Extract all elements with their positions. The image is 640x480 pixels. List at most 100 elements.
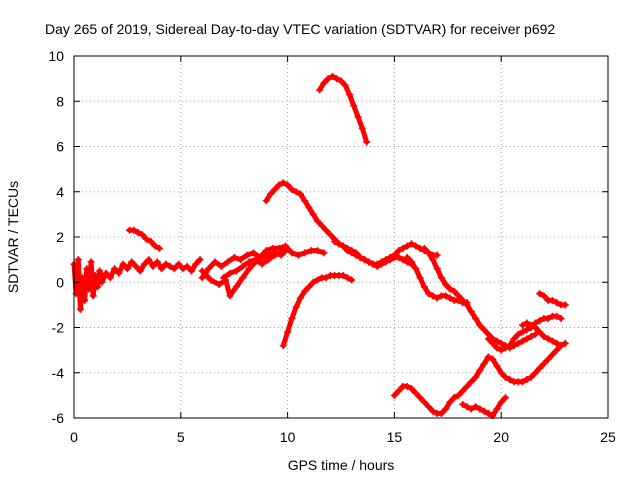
data-point [403, 382, 411, 390]
data-point [484, 353, 492, 361]
data-point [480, 407, 488, 415]
data-point [232, 267, 240, 275]
data-point [412, 389, 420, 397]
data-point [326, 231, 334, 239]
data-point [245, 265, 253, 273]
data-point [493, 337, 501, 345]
data-point [301, 287, 309, 295]
data-point [510, 335, 518, 343]
data-point [536, 364, 544, 372]
data-point [269, 244, 277, 252]
data-point [262, 197, 270, 205]
data-point [506, 342, 514, 350]
data-layer [70, 72, 569, 420]
data-point [553, 312, 561, 320]
data-point [226, 292, 234, 300]
data-point [288, 249, 296, 257]
data-point [356, 253, 364, 261]
chart-title: Day 265 of 2019, Sidereal Day-to-day VTE… [45, 21, 555, 37]
x-tick-label: 15 [387, 429, 403, 445]
data-point [187, 267, 195, 275]
data-point [153, 258, 161, 266]
data-point [258, 253, 266, 261]
data-point [320, 79, 328, 87]
data-point [382, 256, 390, 264]
data-point [292, 303, 300, 311]
data-point [328, 72, 336, 80]
data-point [198, 267, 206, 275]
data-point [454, 391, 462, 399]
data-point [128, 258, 136, 266]
data-point [416, 274, 424, 282]
data-point [252, 256, 260, 264]
data-point [339, 242, 347, 250]
data-point [557, 314, 565, 322]
data-point [155, 244, 163, 252]
data-point [132, 262, 140, 270]
data-point [262, 247, 270, 255]
data-point [416, 394, 424, 402]
data-point [450, 394, 458, 402]
data-point [318, 222, 326, 230]
data-point [277, 249, 285, 257]
data-point [536, 328, 544, 336]
data-point [331, 238, 339, 246]
y-tick-label: 8 [56, 93, 64, 109]
data-point [288, 185, 296, 193]
data-point [275, 181, 283, 189]
data-point [553, 299, 561, 307]
data-point [264, 256, 272, 264]
data-point [249, 249, 257, 257]
data-point [497, 346, 505, 354]
data-point [245, 258, 253, 266]
data-point [294, 251, 302, 259]
data-point [339, 271, 347, 279]
data-point [106, 274, 114, 282]
data-point [390, 391, 398, 399]
data-point [292, 188, 300, 196]
data-point [553, 339, 561, 347]
x-axis-title: GPS time / hours [288, 457, 395, 473]
data-point [519, 321, 527, 329]
data-point [514, 330, 522, 338]
data-point [373, 260, 381, 268]
data-point [395, 387, 403, 395]
data-point [360, 256, 368, 264]
data-point [350, 102, 358, 110]
data-point [429, 256, 437, 264]
data-point [519, 328, 527, 336]
data-point [237, 256, 245, 264]
data-point [501, 394, 509, 402]
data-point [151, 242, 159, 250]
data-point [425, 249, 433, 257]
data-point [96, 267, 104, 275]
data-point [145, 256, 153, 264]
y-tick-label: 0 [56, 274, 64, 290]
data-point [425, 403, 433, 411]
data-point [497, 369, 505, 377]
data-point [523, 335, 531, 343]
data-point [429, 292, 437, 300]
data-point [506, 376, 514, 384]
data-point [363, 138, 371, 146]
data-point [472, 373, 480, 381]
data-point [399, 244, 407, 252]
data-point [296, 294, 304, 302]
data-point [305, 283, 313, 291]
data-point [395, 253, 403, 261]
data-point [81, 296, 89, 304]
data-point [497, 339, 505, 347]
data-point [158, 265, 166, 273]
x-tick-label: 5 [177, 429, 185, 445]
data-point [544, 355, 552, 363]
data-point [540, 292, 548, 300]
data-point [130, 226, 138, 234]
series-track-15 [390, 342, 565, 417]
data-point [536, 290, 544, 298]
data-point [531, 324, 539, 331]
data-point [407, 240, 415, 248]
data-point [166, 262, 174, 270]
data-point [459, 400, 467, 408]
data-point [527, 321, 535, 329]
data-point [123, 265, 131, 273]
